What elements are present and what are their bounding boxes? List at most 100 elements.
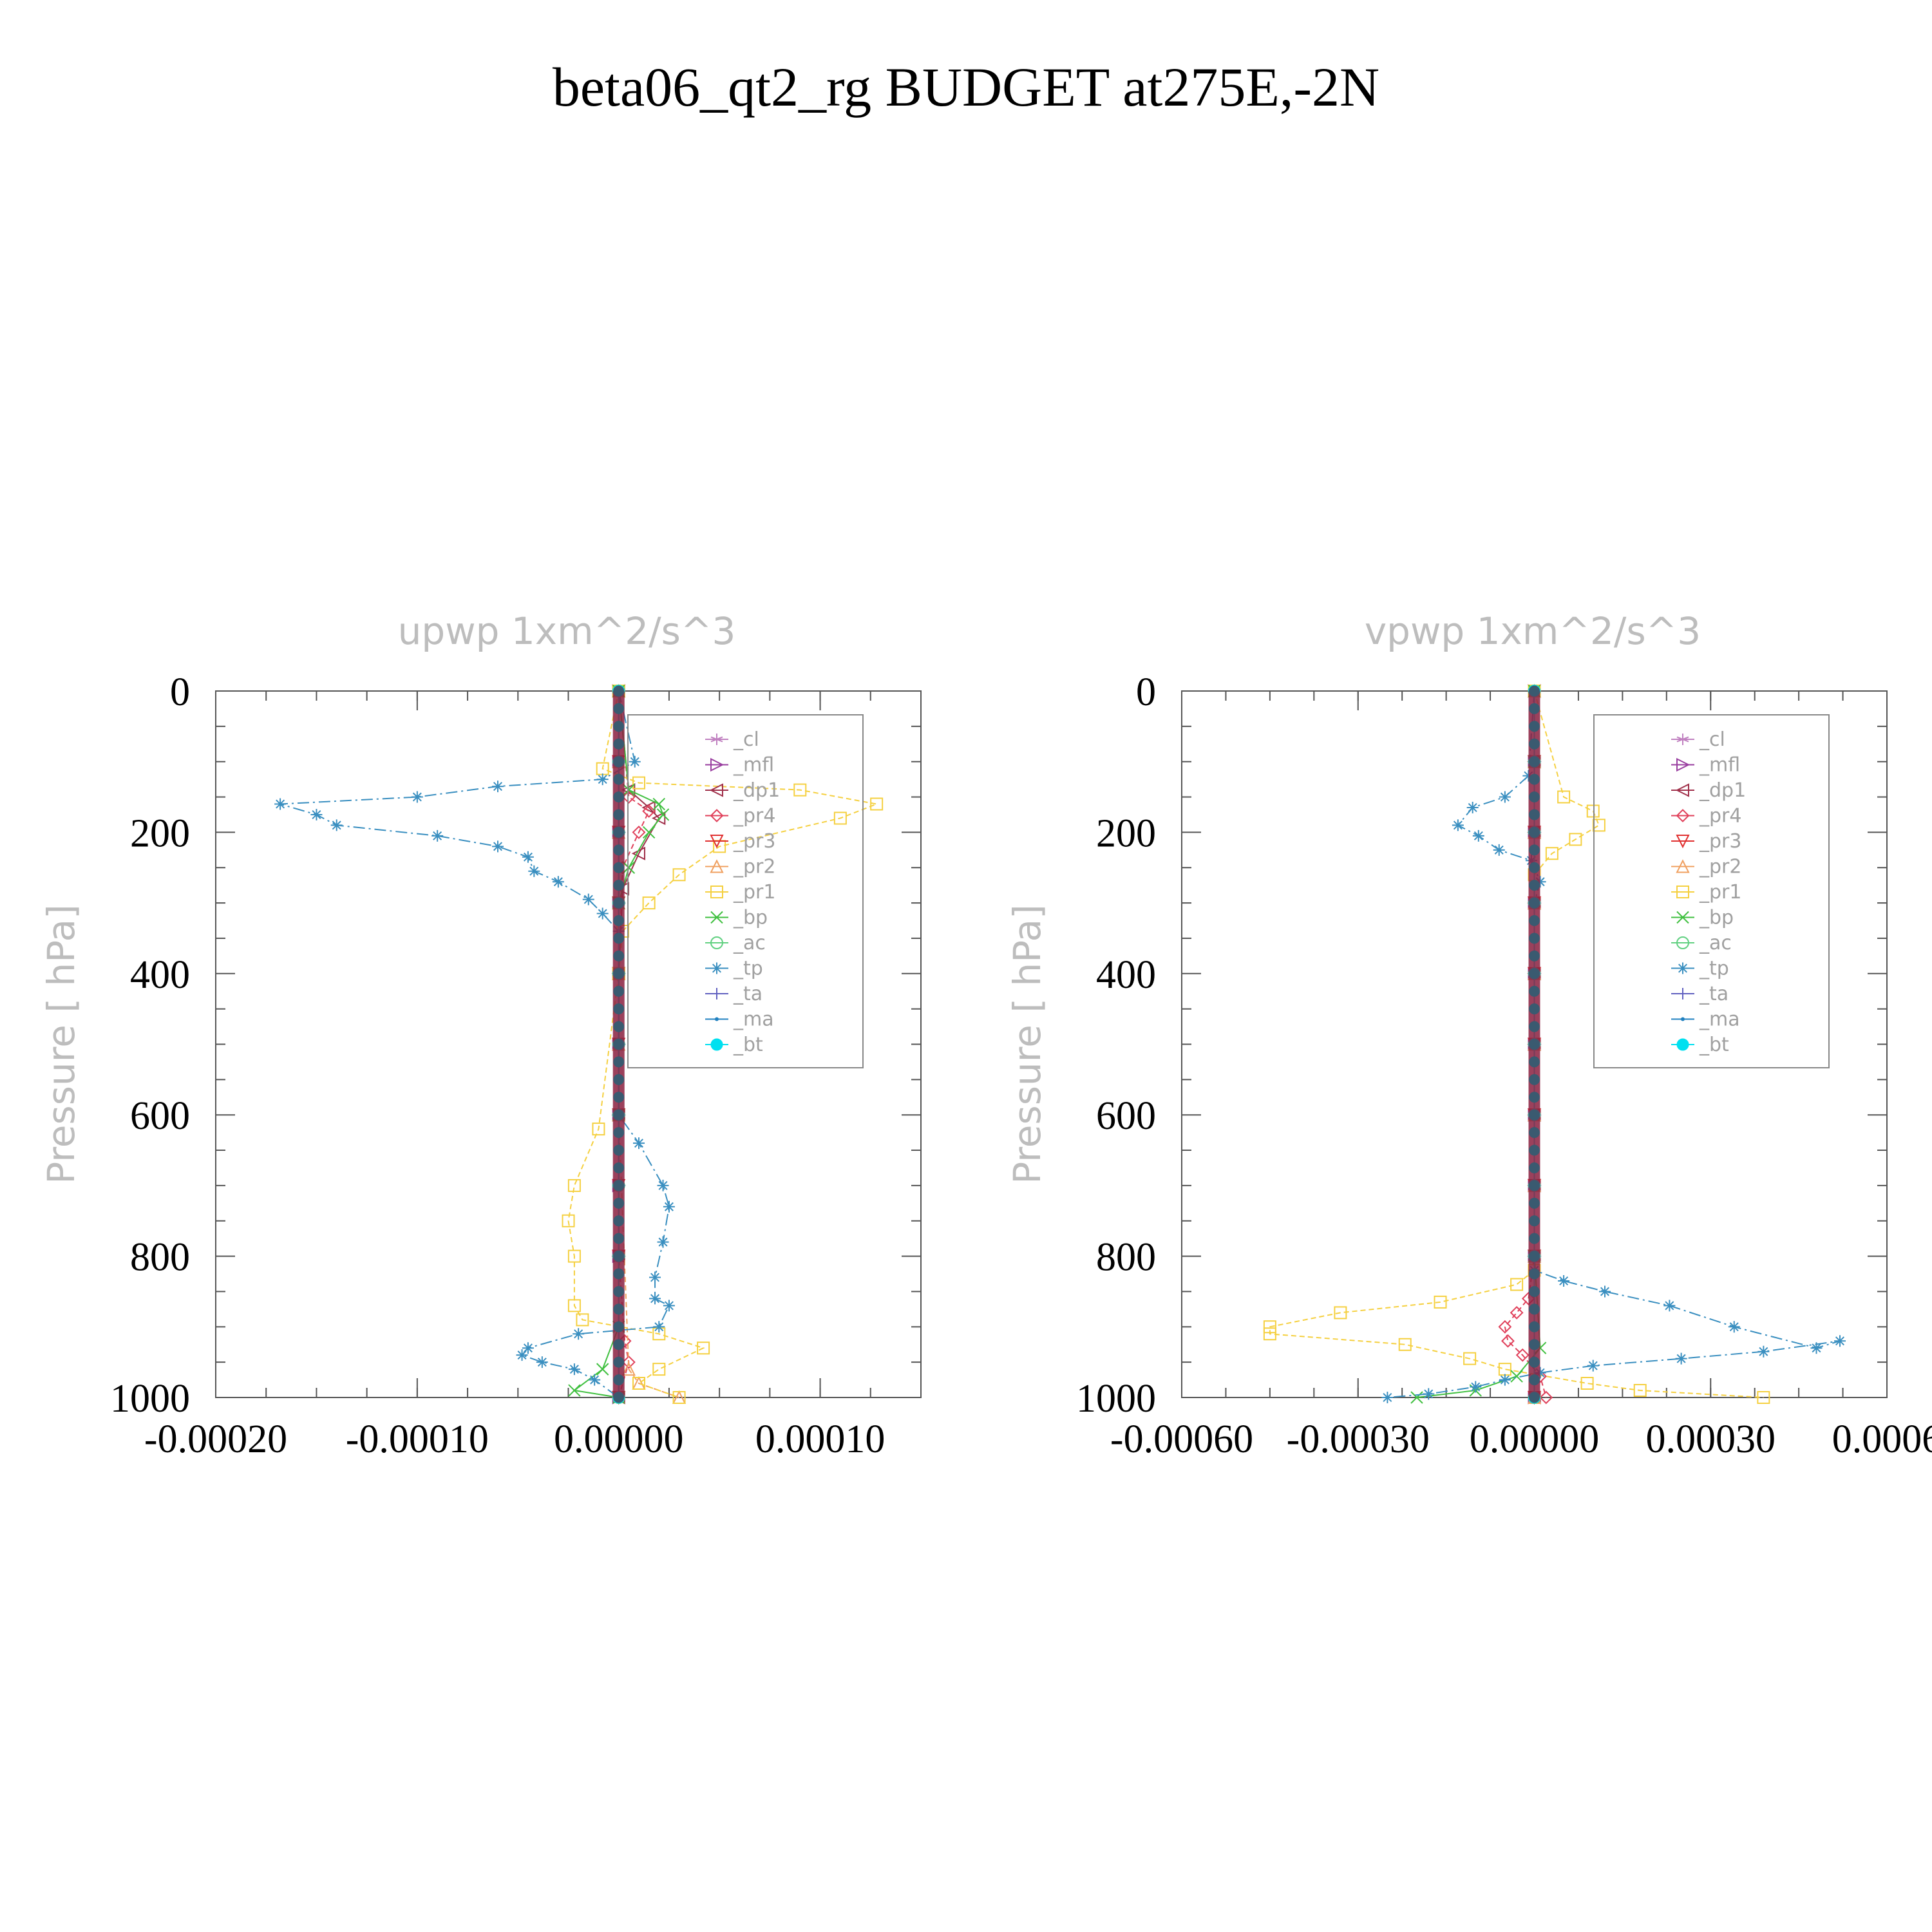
legend-label: _bp (1699, 907, 1734, 929)
zero-marker (1529, 1021, 1540, 1032)
panel-title: vpwp 1xm^2/s^3 (1365, 609, 1701, 653)
data-point (1452, 819, 1464, 831)
data-point (1423, 1388, 1435, 1400)
zero-marker (613, 1197, 625, 1209)
data-point (663, 1200, 675, 1213)
series-line (618, 691, 679, 1398)
data-point (649, 1271, 661, 1283)
zero-marker (1529, 1074, 1540, 1085)
y-tick-label: 0 (170, 670, 190, 714)
zero-marker (1529, 1180, 1540, 1191)
series-line (1387, 690, 1841, 1398)
data-point (1472, 829, 1484, 842)
data-point (1633, 1384, 1647, 1397)
legend-label: _pr1 (1699, 881, 1741, 904)
data-point (622, 783, 636, 797)
data-point (522, 851, 534, 863)
zero-marker (613, 773, 625, 785)
x-tick-label: -0.00060 (1110, 1417, 1253, 1461)
zero-marker (1529, 933, 1540, 944)
zero-marker (1529, 1374, 1540, 1386)
legend-marker (1676, 734, 1689, 745)
legend-marker (710, 886, 723, 898)
zero-marker (1529, 756, 1540, 768)
series-line (1269, 690, 1764, 1398)
data-point (1534, 876, 1546, 888)
zero-marker (1529, 1215, 1540, 1227)
legend-label: _ma (1699, 1009, 1740, 1031)
zero-marker (1529, 844, 1540, 856)
legend-label: _ma (733, 1009, 774, 1031)
legend-marker (711, 988, 723, 999)
data-point (1263, 1327, 1276, 1341)
y-tick-label: 800 (1096, 1236, 1156, 1280)
zero-marker (613, 1092, 625, 1103)
data-point (642, 826, 656, 839)
data-point (642, 896, 656, 910)
data-point (632, 1377, 645, 1390)
zero-marker (1529, 1339, 1540, 1350)
x-tick-label: 0.00000 (1470, 1417, 1600, 1461)
data-point (536, 1356, 548, 1368)
data-point (589, 1374, 601, 1386)
data-point (663, 1300, 675, 1312)
zero-marker (613, 968, 625, 980)
data-point (596, 907, 609, 920)
zero-marker (1529, 862, 1540, 873)
data-point (656, 808, 670, 821)
data-point (1499, 1374, 1511, 1386)
data-point (596, 762, 609, 775)
data-point (1410, 1391, 1423, 1404)
y-tick-label: 1000 (110, 1377, 190, 1421)
legend-label: _tp (1699, 958, 1729, 980)
legend-label: _pr1 (733, 881, 775, 904)
legend-label: _pr2 (1699, 856, 1741, 878)
zero-marker (613, 1021, 625, 1032)
legend-marker (710, 911, 723, 924)
zero-marker (1529, 1092, 1540, 1103)
data-point (657, 1179, 669, 1191)
series-line (1416, 691, 1541, 1398)
y-tick-label: 400 (130, 953, 190, 997)
data-point (1675, 1352, 1687, 1365)
zero-marker (1529, 1356, 1540, 1368)
legend-label: _cl (1699, 728, 1725, 751)
y-tick-label: 600 (1096, 1094, 1156, 1138)
legend-marker (1681, 1017, 1685, 1021)
legend-label: _bp (733, 907, 768, 929)
zero-marker (613, 809, 625, 820)
data-point (697, 1341, 710, 1355)
data-point (833, 811, 847, 825)
data-point (596, 1363, 609, 1376)
data-point (1510, 1278, 1524, 1291)
data-point (1663, 1300, 1676, 1312)
legend-marker (710, 859, 724, 873)
data-point (576, 1313, 589, 1327)
zero-marker (613, 1127, 625, 1139)
zero-marker (613, 933, 625, 944)
legend-marker (715, 1017, 719, 1021)
zero-line-markers (1528, 685, 1540, 1403)
legend-label: _mfl (1699, 754, 1740, 777)
zero-marker (613, 1321, 625, 1332)
data-point (1757, 1345, 1770, 1358)
legend-label: _cl (733, 728, 759, 751)
plot-frame (215, 690, 922, 1398)
data-point (1381, 1392, 1394, 1403)
legend-marker (1676, 1038, 1689, 1051)
figure-title: beta06_qt2_rg BUDGET at275E,-2N (552, 56, 1380, 118)
data-point (596, 773, 609, 786)
data-point (1510, 1370, 1523, 1383)
data-point (492, 840, 504, 853)
data-point (632, 825, 646, 839)
zero-marker (1529, 685, 1540, 697)
legend-marker (711, 962, 723, 974)
y-tick-label: 1000 (1076, 1377, 1156, 1421)
data-point (1398, 1338, 1412, 1351)
legend-label: _bt (733, 1034, 763, 1056)
zero-marker (613, 1356, 625, 1368)
series-pr1 (1263, 685, 1770, 1404)
zero-marker (1529, 1162, 1540, 1173)
zero-marker (1529, 1285, 1540, 1297)
